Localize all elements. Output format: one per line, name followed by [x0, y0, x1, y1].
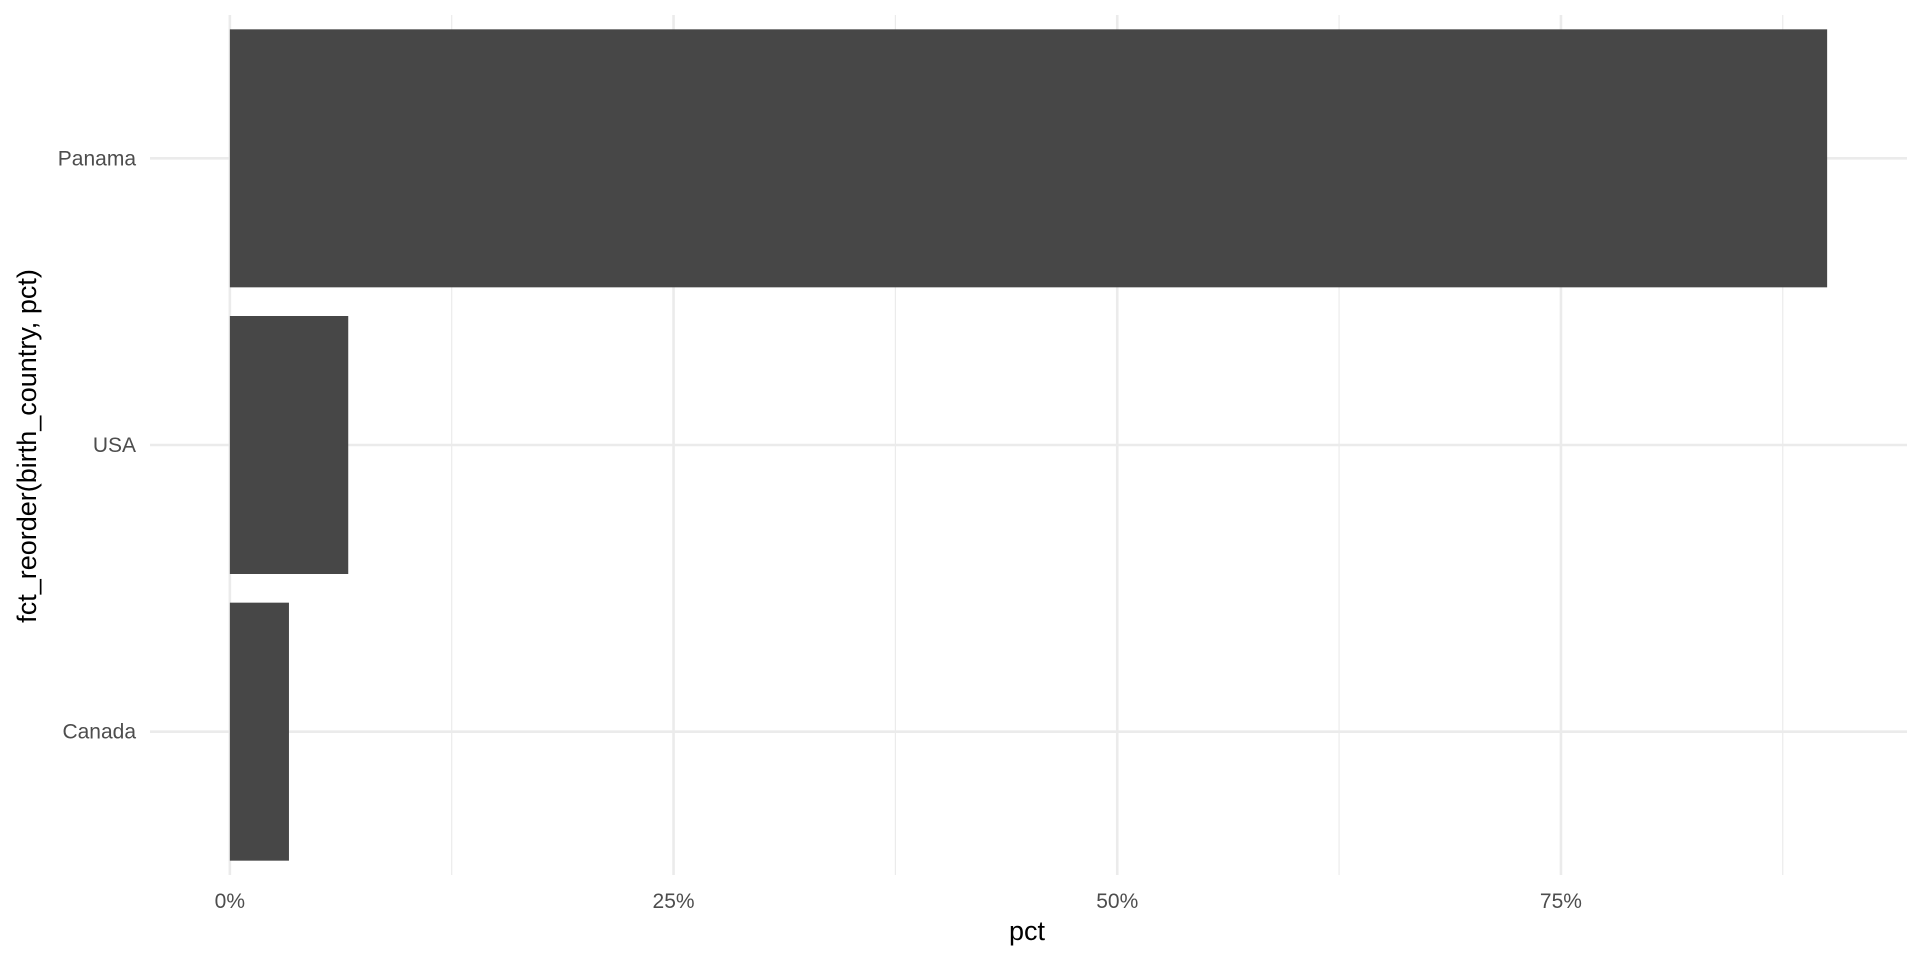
bar-canada	[229, 602, 289, 861]
x-tick-label: 75%	[1540, 890, 1582, 913]
x-tick-label: 0%	[215, 890, 245, 913]
y-axis-title: fct_reorder(birth_country, pct)	[12, 269, 42, 623]
bar-usa	[229, 316, 349, 574]
x-axis-title: pct	[1009, 916, 1046, 946]
x-tick-label: 25%	[653, 890, 695, 913]
y-tick-label: USA	[93, 434, 136, 457]
y-tick-label: Canada	[62, 721, 136, 744]
y-axis-ticks: Panama USA Canada	[58, 147, 137, 743]
bar-panama	[229, 29, 1828, 288]
bars	[229, 29, 1828, 861]
x-axis-ticks: 0% 25% 50% 75%	[215, 890, 1582, 913]
y-tick-label: Panama	[58, 147, 137, 170]
x-tick-label: 50%	[1096, 890, 1138, 913]
